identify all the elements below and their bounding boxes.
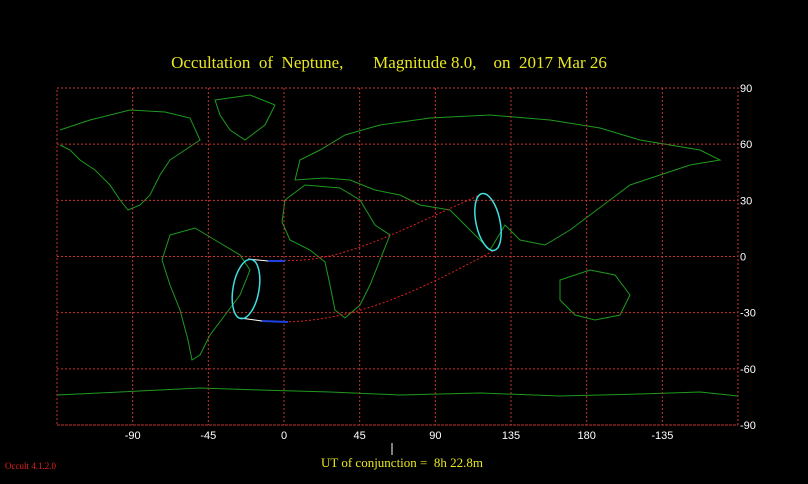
north-america (59, 109, 201, 211)
lat-tick-label: 60 (740, 139, 752, 151)
lon-tick-label: 90 (429, 430, 441, 442)
lon-tick-label: 135 (502, 430, 520, 442)
lat-tick-label: -90 (740, 420, 756, 432)
coastlines (56, 94, 739, 397)
rise-set-curve (474, 192, 502, 252)
greenland (214, 94, 276, 141)
lat-tick-label: 90 (740, 83, 752, 95)
version: Occult 4.1.2.0 (5, 461, 56, 471)
australia (559, 269, 631, 321)
path-south-limit (284, 249, 496, 323)
title: Occultation of Neptune, Magnitude 8.0, o… (171, 53, 607, 72)
conjunction-text: UT of conjunction = 8h 22.8m (321, 455, 483, 470)
map-frame (56, 87, 739, 426)
lon-tick-label: -45 (200, 430, 216, 442)
lat-tick-label: 0 (740, 252, 746, 264)
south-limit-line (261, 320, 289, 323)
lon-tick-label: 0 (281, 430, 287, 442)
lat-tick-label: 30 (740, 195, 752, 207)
occultation-path (231, 192, 502, 323)
lon-tick-label: -90 (125, 430, 141, 442)
lon-tick-label: 180 (577, 430, 595, 442)
south-america (161, 227, 251, 361)
path-north-limit (279, 194, 481, 261)
lat-tick-label: -60 (740, 364, 756, 376)
lon-tick-label: 45 (354, 430, 366, 442)
antarctica (56, 387, 739, 397)
lat-tick-label: -30 (740, 308, 756, 320)
rise-set-curve (231, 258, 261, 320)
graticule (57, 87, 738, 426)
lon-tick-label: -135 (651, 430, 673, 442)
eurasia (294, 114, 722, 251)
